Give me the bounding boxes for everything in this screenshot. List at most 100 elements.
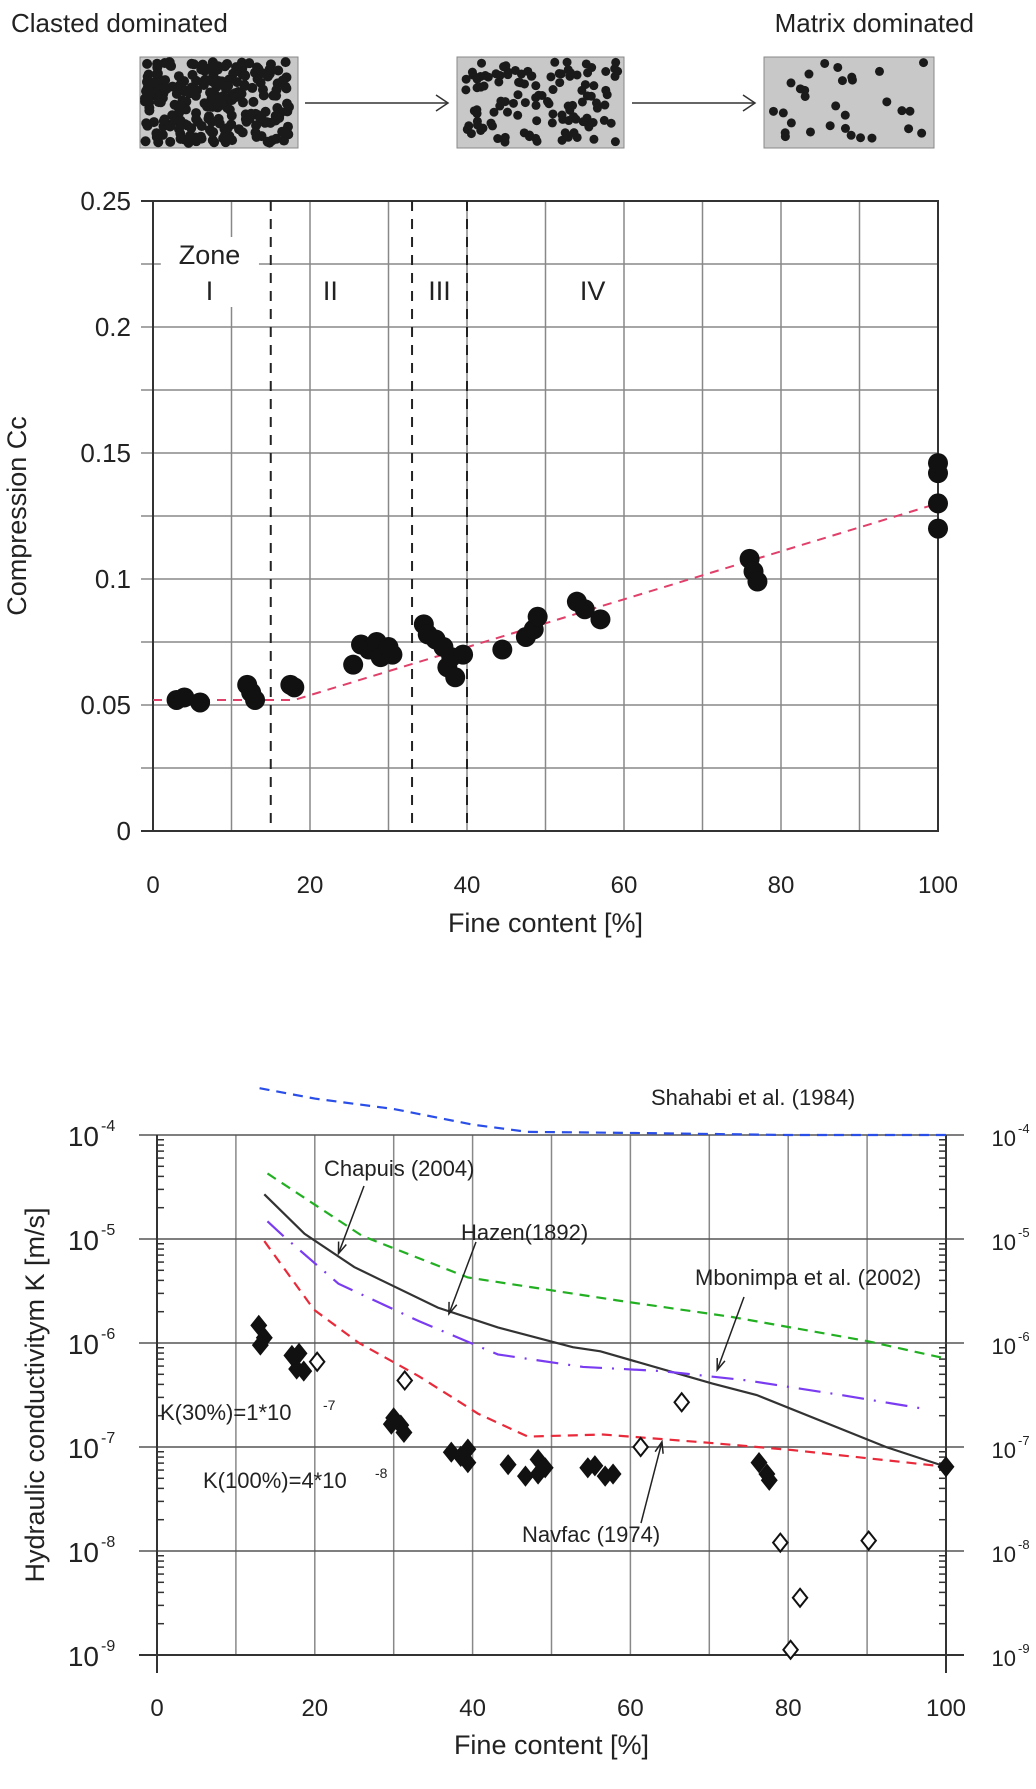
grain — [248, 96, 259, 107]
grain — [473, 120, 483, 130]
x-tick-label: 60 — [617, 1695, 644, 1722]
grain — [601, 66, 611, 76]
series-line-3 — [266, 1220, 929, 1411]
grain — [897, 106, 907, 116]
x-tick-label: 100 — [926, 1695, 966, 1722]
series-line-2 — [263, 1193, 947, 1468]
grain — [919, 58, 929, 68]
grain — [508, 98, 518, 108]
grain — [564, 116, 574, 126]
grain — [218, 133, 229, 144]
grain — [247, 82, 258, 93]
data-point — [245, 689, 266, 710]
y-tick-label: 0.15 — [80, 438, 131, 468]
filled-diamond-point — [516, 1465, 534, 1487]
grain — [882, 97, 892, 107]
y-tick-label-right: 10 — [992, 1230, 1016, 1255]
data-point — [590, 609, 611, 630]
grain — [610, 64, 620, 74]
open-diamond-point — [771, 1532, 789, 1554]
grain — [577, 97, 587, 107]
grain — [259, 117, 270, 128]
matrix-dominated-label: Matrix dominated — [775, 8, 974, 38]
grain — [214, 118, 225, 129]
y-tick-label-left: 10 — [68, 1225, 99, 1256]
grain — [503, 70, 513, 80]
grain — [847, 72, 857, 82]
grain — [173, 102, 184, 113]
k-value-annotation: K(30%)=1*10 — [160, 1400, 291, 1425]
grain — [542, 97, 552, 107]
y-tick-label-right-exponent: -8 — [1018, 1537, 1030, 1552]
arrow-head-icon — [435, 94, 450, 112]
grain — [467, 67, 477, 77]
annotation-arrow — [337, 1185, 365, 1254]
grain — [562, 57, 572, 67]
plot-frame — [152, 200, 939, 832]
grain — [840, 110, 850, 120]
grain — [786, 118, 796, 128]
data-point — [928, 493, 948, 514]
y-tick-label-left-exponent: -8 — [101, 1534, 115, 1551]
annotation-label: Hazen(1892) — [461, 1220, 588, 1245]
grain — [820, 58, 830, 68]
grain — [268, 90, 279, 101]
filled-diamond-point — [382, 1413, 400, 1435]
grain — [546, 72, 556, 82]
grain — [586, 91, 596, 101]
annotation-label: Navfac (1974) — [522, 1522, 660, 1547]
grain — [197, 77, 208, 88]
grain — [171, 88, 182, 99]
filled-diamond-point — [290, 1342, 308, 1365]
series-line-0 — [259, 1087, 946, 1137]
x-tick-label: 0 — [146, 872, 159, 899]
arrow-head-icon — [654, 1439, 664, 1454]
filled-diamond-point — [586, 1455, 604, 1477]
grain — [157, 129, 168, 140]
grain — [510, 65, 520, 75]
grain — [205, 101, 216, 112]
grain — [867, 133, 877, 143]
grain — [264, 64, 275, 75]
grain — [531, 100, 541, 110]
zone-label-bg — [160, 237, 259, 307]
open-diamond-point — [308, 1351, 326, 1373]
grain — [786, 78, 796, 88]
grain — [165, 136, 176, 147]
y-tick-label-left: 10 — [68, 1641, 99, 1672]
filled-diamond-point — [604, 1463, 622, 1485]
grain — [526, 71, 536, 81]
grain — [581, 59, 591, 69]
grain — [610, 71, 620, 81]
open-diamond-point — [673, 1391, 691, 1413]
y-tick-label-right: 10 — [992, 1126, 1016, 1151]
grain — [472, 109, 482, 119]
grain — [795, 84, 805, 94]
grain — [837, 76, 847, 86]
clast-dominated-label: Clasted dominated — [11, 8, 228, 38]
y-tick-label-left: 10 — [68, 1121, 99, 1152]
grain — [222, 123, 233, 134]
grain — [477, 58, 487, 68]
zone-title: Zone — [179, 240, 241, 270]
y-tick-label-right-exponent: -6 — [1018, 1329, 1030, 1344]
data-point — [343, 654, 364, 675]
x-tick-label: 20 — [301, 1695, 328, 1722]
grain — [252, 73, 263, 84]
zone-label: III — [428, 276, 451, 306]
data-point — [174, 687, 195, 708]
grain — [846, 130, 856, 140]
grain — [833, 62, 843, 72]
grain — [239, 80, 250, 91]
data-point — [928, 453, 948, 474]
zone-label: I — [206, 276, 214, 306]
grain — [572, 132, 582, 142]
y-tick-label-left: 10 — [68, 1537, 99, 1568]
grain — [500, 137, 510, 147]
y-tick-label: 0 — [117, 816, 131, 846]
grain — [144, 102, 155, 113]
filled-diamond-point — [760, 1469, 778, 1491]
annotation-arrow — [716, 1296, 745, 1371]
data-point — [928, 518, 948, 539]
grain — [461, 85, 471, 95]
